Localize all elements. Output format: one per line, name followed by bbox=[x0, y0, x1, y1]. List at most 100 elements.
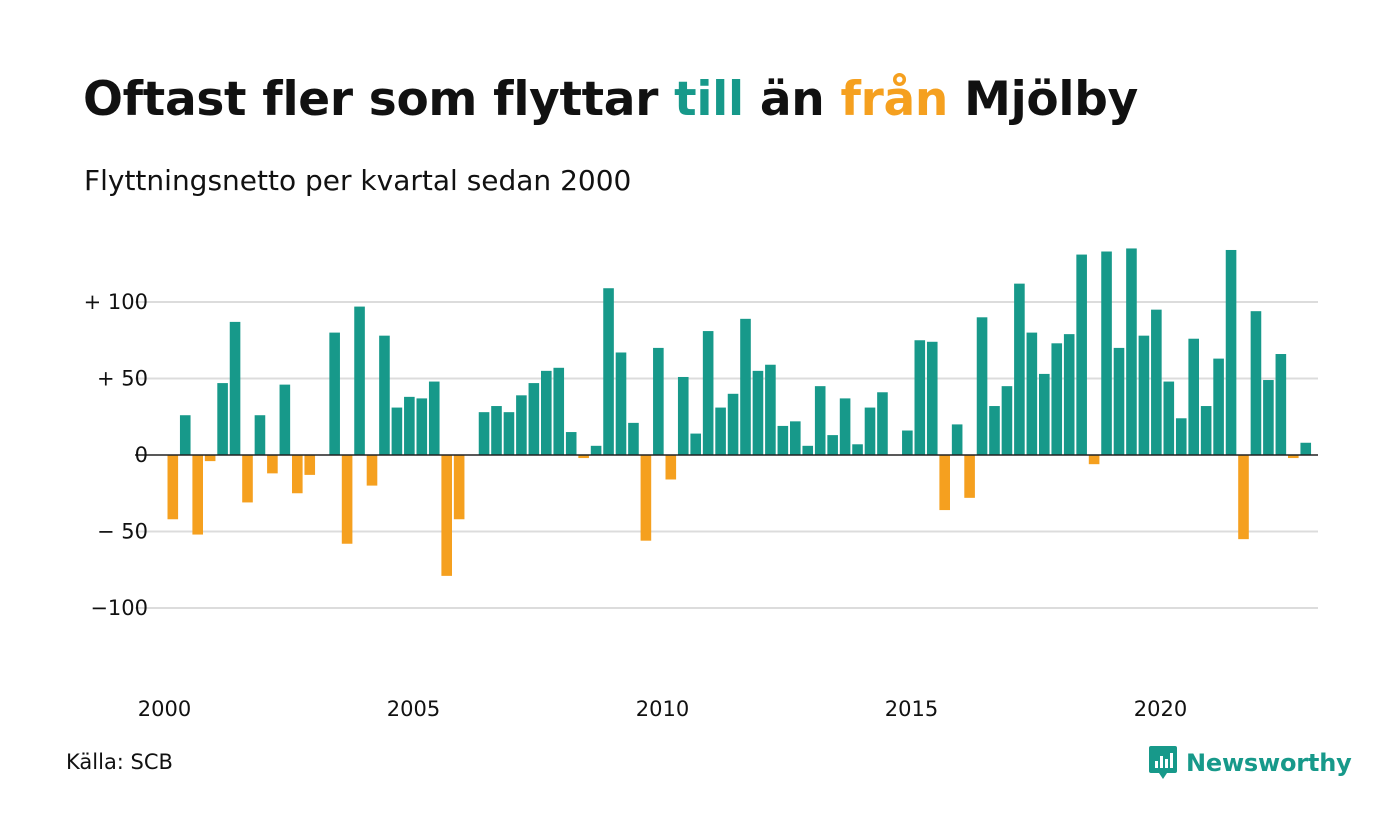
bar-positive bbox=[715, 407, 726, 455]
bar-positive bbox=[1263, 380, 1274, 455]
bar-negative bbox=[167, 455, 179, 520]
bar-negative bbox=[441, 455, 452, 576]
bar-positive bbox=[852, 444, 863, 455]
bar-positive bbox=[1163, 381, 1175, 455]
bar-positive bbox=[279, 384, 291, 455]
bar-positive bbox=[1063, 334, 1075, 455]
source-note: Källa: SCB bbox=[66, 750, 173, 774]
bar-positive bbox=[752, 370, 764, 455]
bar-positive bbox=[727, 393, 739, 455]
bar-negative bbox=[267, 455, 278, 474]
bar-positive bbox=[989, 406, 1000, 455]
bar-positive bbox=[229, 321, 241, 455]
title-part-1: Oftast fler som flyttar bbox=[83, 72, 675, 127]
bar-negative bbox=[242, 455, 253, 503]
bar-negative bbox=[453, 455, 465, 520]
bar-positive bbox=[541, 370, 552, 455]
bar-positive bbox=[814, 386, 826, 455]
bar-positive bbox=[503, 412, 515, 455]
bar-positive bbox=[478, 412, 490, 455]
bar-negative bbox=[341, 455, 353, 544]
bar-positive bbox=[914, 340, 926, 455]
title-part-2: än bbox=[743, 72, 841, 127]
bar-positive bbox=[1026, 332, 1038, 455]
bar-positive bbox=[1014, 283, 1025, 455]
bar-positive bbox=[1051, 343, 1063, 455]
y-tick-label: −100 bbox=[90, 596, 148, 620]
x-tick-label: 2015 bbox=[885, 697, 938, 721]
bars bbox=[167, 248, 1312, 576]
bar-positive bbox=[1225, 249, 1237, 455]
chart-subtitle: Flyttningsnetto per kvartal sedan 2000 bbox=[84, 164, 632, 197]
newsworthy-logo: Newsworthy bbox=[1148, 743, 1352, 783]
x-tick-label: 2005 bbox=[387, 697, 440, 721]
bar-positive bbox=[553, 367, 565, 455]
x-tick-label: 2020 bbox=[1134, 697, 1187, 721]
bar-positive bbox=[391, 407, 403, 455]
bar-positive bbox=[416, 398, 428, 455]
bar-positive bbox=[354, 306, 365, 455]
bar-negative bbox=[1088, 455, 1100, 465]
bar-negative bbox=[1238, 455, 1249, 540]
bar-positive bbox=[1126, 248, 1137, 455]
bar-positive bbox=[404, 396, 415, 455]
title-highlight-in: till bbox=[674, 72, 744, 127]
bar-negative bbox=[366, 455, 378, 486]
x-tick-label: 2010 bbox=[636, 697, 689, 721]
bar-positive bbox=[926, 341, 938, 455]
bar-negative bbox=[292, 455, 303, 494]
title-part-3: Mjölby bbox=[948, 72, 1138, 127]
bar-positive bbox=[677, 376, 689, 455]
bar-positive bbox=[864, 407, 876, 455]
bar-positive bbox=[765, 364, 776, 455]
bar-positive bbox=[839, 398, 851, 455]
bar-negative bbox=[578, 455, 589, 459]
x-tick-label: 2000 bbox=[138, 697, 191, 721]
bar-positive bbox=[1250, 311, 1262, 455]
title-highlight-out: från bbox=[840, 72, 949, 127]
bar-positive bbox=[1200, 406, 1212, 455]
bar-positive bbox=[1101, 251, 1112, 455]
bar-positive bbox=[603, 288, 614, 455]
bar-positive bbox=[902, 430, 913, 455]
bar-positive bbox=[528, 383, 540, 455]
bar-negative bbox=[964, 455, 975, 498]
y-tick-label: + 100 bbox=[84, 290, 148, 314]
bar-positive bbox=[516, 395, 527, 455]
bar-positive bbox=[976, 317, 988, 455]
bar-negative bbox=[192, 455, 203, 535]
bar-positive bbox=[702, 331, 714, 455]
bar-negative bbox=[1288, 455, 1299, 459]
bar-negative bbox=[939, 455, 950, 511]
bar-positive bbox=[1076, 254, 1087, 455]
chart-bubble-icon bbox=[1149, 746, 1177, 779]
bar-positive bbox=[653, 347, 664, 455]
bar-positive bbox=[1039, 373, 1050, 455]
bar-positive bbox=[615, 352, 627, 455]
bar-positive bbox=[590, 445, 602, 455]
bar-positive bbox=[217, 383, 228, 455]
bar-negative bbox=[665, 455, 677, 480]
bar-positive bbox=[428, 381, 440, 455]
logo-text: Newsworthy bbox=[1186, 749, 1352, 777]
chart-title: Oftast fler som flyttar till än från Mjö… bbox=[83, 72, 1138, 127]
y-tick-label: + 50 bbox=[97, 367, 148, 391]
bar-positive bbox=[1175, 418, 1187, 455]
bar-positive bbox=[802, 445, 814, 455]
x-tick-labels: 2000 2005 2010 2015 2020 bbox=[138, 697, 1187, 721]
bar-positive bbox=[628, 422, 639, 455]
bar-positive bbox=[1275, 354, 1287, 455]
grid-lines bbox=[135, 301, 1318, 609]
bar-positive bbox=[951, 424, 963, 455]
bar-negative bbox=[640, 455, 652, 541]
bar-positive bbox=[1213, 358, 1224, 455]
bar-positive bbox=[329, 332, 340, 455]
bar-positive bbox=[777, 425, 789, 455]
bar-positive bbox=[1113, 347, 1125, 455]
bar-positive bbox=[1138, 335, 1150, 455]
bar-positive bbox=[254, 415, 266, 455]
bar-positive bbox=[690, 433, 701, 455]
bar-positive bbox=[1151, 309, 1162, 455]
bar-positive bbox=[379, 335, 390, 455]
bar-positive bbox=[740, 318, 751, 455]
